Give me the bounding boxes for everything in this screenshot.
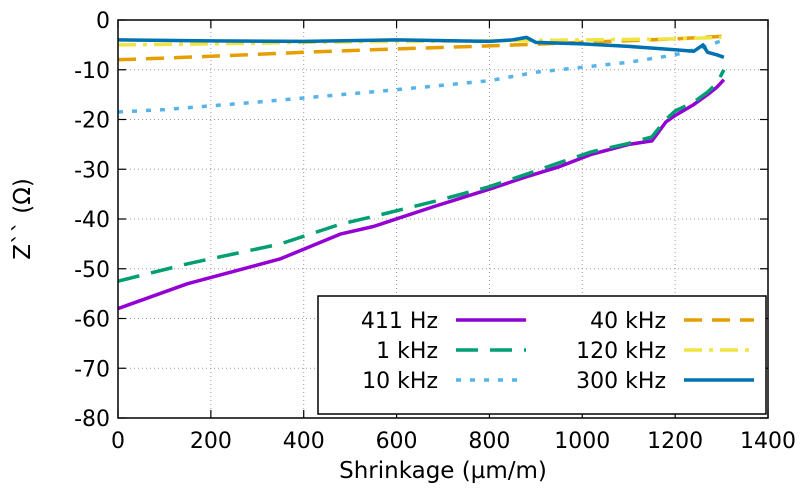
y-tick-label: -30: [74, 158, 110, 183]
series-line-1: [117, 68, 726, 283]
legend-label-2: 10 kHz: [362, 369, 438, 394]
legend-box: [317, 295, 767, 415]
x-tick-label: 1000: [554, 429, 610, 454]
y-tick-label: -40: [74, 208, 110, 233]
y-tick-label: -70: [74, 357, 110, 382]
legend: 411 Hz 1 kHz 10 kHz 40 kHz 120 kHz 300 kHz: [317, 295, 767, 415]
y-tick-label: -10: [74, 59, 110, 84]
x-tick-label: 1200: [647, 429, 703, 454]
series-layer: [117, 34, 726, 311]
y-tick-label: -60: [74, 308, 110, 333]
legend-label-5: 300 kHz: [576, 369, 666, 394]
series-line-5: [117, 35, 725, 59]
x-tick-label: 400: [283, 429, 325, 454]
x-tick-label: 1400: [740, 429, 796, 454]
x-tick-label: 0: [111, 429, 125, 454]
legend-label-3: 40 kHz: [590, 309, 666, 334]
series-line-0: [117, 78, 726, 311]
x-tick-label: 200: [190, 429, 232, 454]
legend-label-4: 120 kHz: [576, 339, 666, 364]
y-tick-label: -80: [74, 407, 110, 432]
y-tick-label: 0: [96, 9, 110, 34]
y-tick-label: -20: [74, 109, 110, 134]
x-tick-label: 800: [468, 429, 510, 454]
y-axis-label: Z`` (Ω): [10, 178, 36, 260]
series-line-3: [117, 34, 722, 62]
legend-label-1: 1 kHz: [376, 339, 438, 364]
y-tick-label: -50: [74, 258, 110, 283]
x-tick-label: 600: [376, 429, 418, 454]
legend-label-0: 411 Hz: [361, 309, 438, 334]
x-axis-label: Shrinkage (µm/m): [339, 458, 547, 484]
series-line-2: [117, 38, 725, 114]
axis-ticks: 0 200 400 600 800 1000 1200 1400 0 -10 -20 -30 -40 -5…: [74, 9, 796, 454]
